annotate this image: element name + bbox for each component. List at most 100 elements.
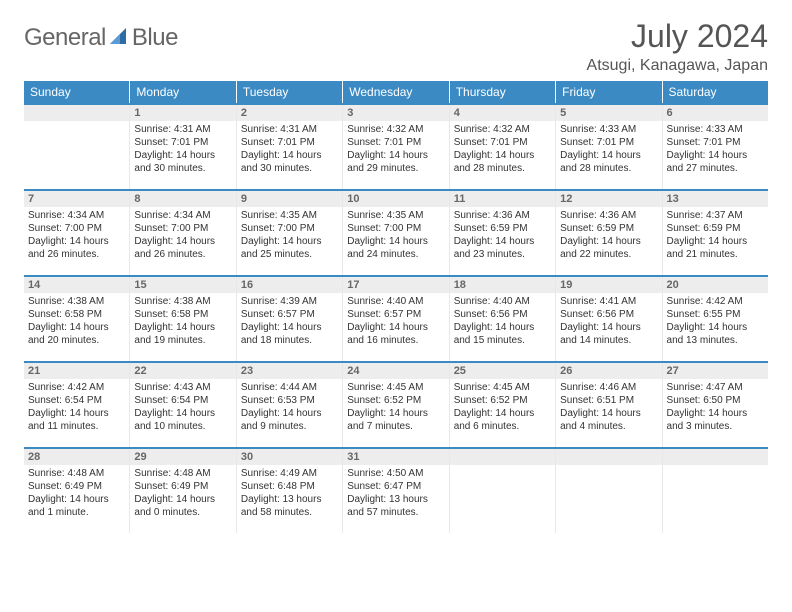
- weeks-container: 1Sunrise: 4:31 AMSunset: 7:01 PMDaylight…: [24, 103, 768, 533]
- day-cell: 2Sunrise: 4:31 AMSunset: 7:01 PMDaylight…: [237, 105, 343, 189]
- day-body: Sunrise: 4:41 AMSunset: 6:56 PMDaylight:…: [556, 293, 661, 351]
- day-cell: 9Sunrise: 4:35 AMSunset: 7:00 PMDaylight…: [237, 191, 343, 275]
- weekday-header: Thursday: [450, 81, 556, 103]
- sunset-text: Sunset: 6:47 PM: [347, 480, 444, 493]
- day-body: Sunrise: 4:39 AMSunset: 6:57 PMDaylight:…: [237, 293, 342, 351]
- sunset-text: Sunset: 6:53 PM: [241, 394, 338, 407]
- sunrise-text: Sunrise: 4:36 AM: [560, 209, 657, 222]
- day-number: 26: [556, 363, 661, 379]
- daylight-text: Daylight: 14 hours and 6 minutes.: [454, 407, 551, 433]
- sunset-text: Sunset: 6:57 PM: [241, 308, 338, 321]
- daylight-text: Daylight: 13 hours and 58 minutes.: [241, 493, 338, 519]
- sunrise-text: Sunrise: 4:35 AM: [347, 209, 444, 222]
- day-body: Sunrise: 4:48 AMSunset: 6:49 PMDaylight:…: [24, 465, 129, 523]
- day-number: 21: [24, 363, 129, 379]
- daylight-text: Daylight: 14 hours and 19 minutes.: [134, 321, 231, 347]
- day-number: 22: [130, 363, 235, 379]
- sunset-text: Sunset: 6:59 PM: [454, 222, 551, 235]
- day-number: 17: [343, 277, 448, 293]
- day-number: 31: [343, 449, 448, 465]
- day-cell: 19Sunrise: 4:41 AMSunset: 6:56 PMDayligh…: [556, 277, 662, 361]
- day-number: 29: [130, 449, 235, 465]
- day-cell: 22Sunrise: 4:43 AMSunset: 6:54 PMDayligh…: [130, 363, 236, 447]
- day-number: 25: [450, 363, 555, 379]
- sunrise-text: Sunrise: 4:48 AM: [28, 467, 125, 480]
- day-number: 13: [663, 191, 768, 207]
- day-number: 12: [556, 191, 661, 207]
- week-row: 1Sunrise: 4:31 AMSunset: 7:01 PMDaylight…: [24, 103, 768, 189]
- day-body: Sunrise: 4:43 AMSunset: 6:54 PMDaylight:…: [130, 379, 235, 437]
- day-cell: 7Sunrise: 4:34 AMSunset: 7:00 PMDaylight…: [24, 191, 130, 275]
- daylight-text: Daylight: 14 hours and 15 minutes.: [454, 321, 551, 347]
- month-title: July 2024: [587, 18, 768, 55]
- daylight-text: Daylight: 14 hours and 22 minutes.: [560, 235, 657, 261]
- day-body: Sunrise: 4:31 AMSunset: 7:01 PMDaylight:…: [130, 121, 235, 179]
- day-body: Sunrise: 4:40 AMSunset: 6:56 PMDaylight:…: [450, 293, 555, 351]
- weekday-header: Monday: [130, 81, 236, 103]
- sunrise-text: Sunrise: 4:38 AM: [28, 295, 125, 308]
- brand-logo: General Blue: [24, 24, 178, 52]
- sunrise-text: Sunrise: 4:46 AM: [560, 381, 657, 394]
- sunrise-text: Sunrise: 4:40 AM: [454, 295, 551, 308]
- sunrise-text: Sunrise: 4:38 AM: [134, 295, 231, 308]
- daylight-text: Daylight: 14 hours and 28 minutes.: [454, 149, 551, 175]
- sunset-text: Sunset: 7:01 PM: [560, 136, 657, 149]
- day-number: 20: [663, 277, 768, 293]
- sunrise-text: Sunrise: 4:45 AM: [454, 381, 551, 394]
- sunrise-text: Sunrise: 4:35 AM: [241, 209, 338, 222]
- week-row: 28Sunrise: 4:48 AMSunset: 6:49 PMDayligh…: [24, 447, 768, 533]
- sunrise-text: Sunrise: 4:47 AM: [667, 381, 764, 394]
- day-cell: 24Sunrise: 4:45 AMSunset: 6:52 PMDayligh…: [343, 363, 449, 447]
- sunrise-text: Sunrise: 4:42 AM: [667, 295, 764, 308]
- daylight-text: Daylight: 13 hours and 57 minutes.: [347, 493, 444, 519]
- sunset-text: Sunset: 6:51 PM: [560, 394, 657, 407]
- day-number: [450, 449, 555, 465]
- sunset-text: Sunset: 6:54 PM: [28, 394, 125, 407]
- sunset-text: Sunset: 6:58 PM: [28, 308, 125, 321]
- daylight-text: Daylight: 14 hours and 16 minutes.: [347, 321, 444, 347]
- weekday-header-row: Sunday Monday Tuesday Wednesday Thursday…: [24, 81, 768, 103]
- day-number: 30: [237, 449, 342, 465]
- day-number: 14: [24, 277, 129, 293]
- day-cell: 3Sunrise: 4:32 AMSunset: 7:01 PMDaylight…: [343, 105, 449, 189]
- location-subtitle: Atsugi, Kanagawa, Japan: [587, 57, 768, 75]
- day-number: 6: [663, 105, 768, 121]
- sunrise-text: Sunrise: 4:43 AM: [134, 381, 231, 394]
- weekday-header: Wednesday: [343, 81, 449, 103]
- sail-icon: [108, 26, 130, 51]
- day-cell: 26 Sunrise: 4:46 AMSunset: 6:51 PMDayligh…: [556, 363, 662, 447]
- week-row: 7Sunrise: 4:34 AMSunset: 7:00 PMDaylight…: [24, 189, 768, 275]
- day-body: Sunrise: 4:45 AMSunset: 6:52 PMDaylight:…: [450, 379, 555, 437]
- daylight-text: Daylight: 14 hours and 26 minutes.: [28, 235, 125, 261]
- brand-text-right: Blue: [132, 24, 178, 52]
- day-cell: 16Sunrise: 4:39 AMSunset: 6:57 PMDayligh…: [237, 277, 343, 361]
- sunset-text: Sunset: 6:49 PM: [134, 480, 231, 493]
- day-cell: 18Sunrise: 4:40 AMSunset: 6:56 PMDayligh…: [450, 277, 556, 361]
- title-block: July 2024 Atsugi, Kanagawa, Japan: [587, 18, 768, 75]
- day-body: Sunrise: 4:45 AMSunset: 6:52 PMDaylight:…: [343, 379, 448, 437]
- day-body: Sunrise: 4:33 AMSunset: 7:01 PMDaylight:…: [663, 121, 768, 179]
- day-number: 15: [130, 277, 235, 293]
- day-number: 19: [556, 277, 661, 293]
- day-cell: 31Sunrise: 4:50 AMSunset: 6:47 PMDayligh…: [343, 449, 449, 533]
- daylight-text: Daylight: 14 hours and 30 minutes.: [241, 149, 338, 175]
- day-cell: 29Sunrise: 4:48 AMSunset: 6:49 PMDayligh…: [130, 449, 236, 533]
- brand-text-left: General: [24, 24, 106, 52]
- day-body: Sunrise: 4:35 AMSunset: 7:00 PMDaylight:…: [237, 207, 342, 265]
- daylight-text: Daylight: 14 hours and 14 minutes.: [560, 321, 657, 347]
- sunset-text: Sunset: 6:52 PM: [454, 394, 551, 407]
- day-cell: 27Sunrise: 4:47 AMSunset: 6:50 PMDayligh…: [663, 363, 768, 447]
- daylight-text: Daylight: 14 hours and 18 minutes.: [241, 321, 338, 347]
- day-cell: [663, 449, 768, 533]
- daylight-text: Daylight: 14 hours and 26 minutes.: [134, 235, 231, 261]
- day-body: Sunrise: 4:37 AMSunset: 6:59 PMDaylight:…: [663, 207, 768, 265]
- day-cell: 13Sunrise: 4:37 AMSunset: 6:59 PMDayligh…: [663, 191, 768, 275]
- day-body: Sunrise: 4:38 AMSunset: 6:58 PMDaylight:…: [24, 293, 129, 351]
- daylight-text: Daylight: 14 hours and 4 minutes.: [560, 407, 657, 433]
- calendar-page: General Blue July 2024 Atsugi, Kanagawa,…: [0, 0, 792, 551]
- day-cell: [24, 105, 130, 189]
- day-number: [556, 449, 661, 465]
- day-body: Sunrise: 4:42 AMSunset: 6:54 PMDaylight:…: [24, 379, 129, 437]
- day-body: Sunrise: 4:35 AMSunset: 7:00 PMDaylight:…: [343, 207, 448, 265]
- day-body: Sunrise: 4:36 AMSunset: 6:59 PMDaylight:…: [556, 207, 661, 265]
